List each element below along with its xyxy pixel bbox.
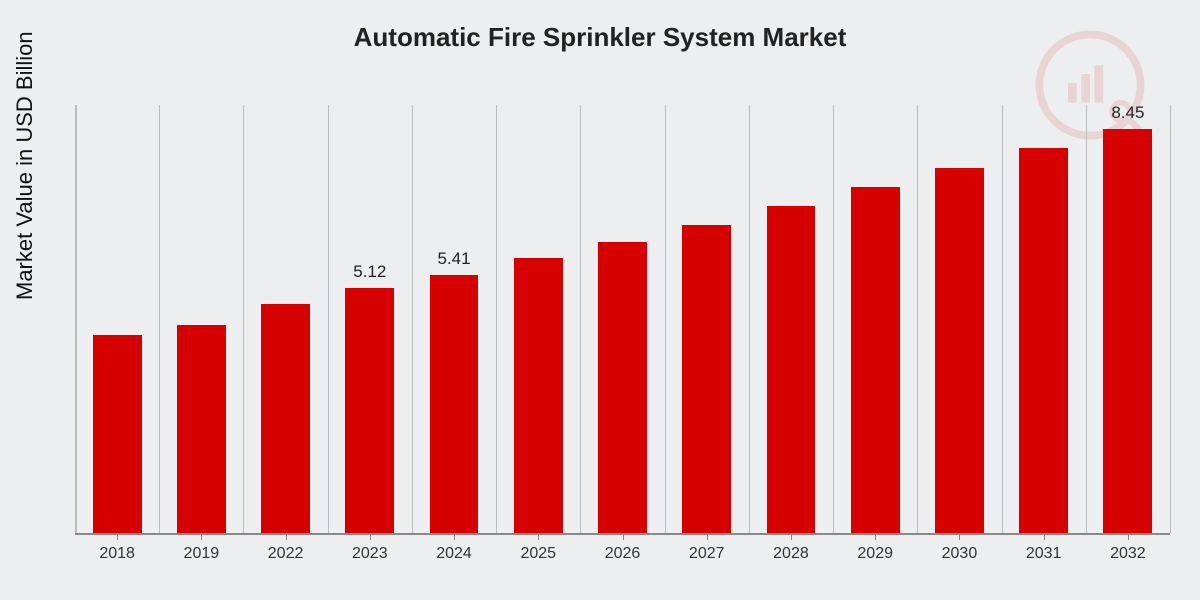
x-tick [1128, 533, 1129, 540]
bar [430, 275, 479, 533]
bar [682, 225, 731, 533]
x-tick [959, 533, 960, 540]
bar [767, 206, 816, 533]
bar [93, 335, 142, 533]
bar [261, 304, 310, 533]
grid-line [1086, 105, 1087, 533]
chart-title: Automatic Fire Sprinkler System Market [0, 22, 1200, 53]
bar [1103, 129, 1152, 533]
bar-value-label: 5.12 [353, 262, 386, 282]
bar [935, 168, 984, 534]
bar [345, 288, 394, 533]
x-tick [117, 533, 118, 540]
x-tick-label: 2022 [268, 545, 304, 563]
grid-line [917, 105, 918, 533]
x-tick-label: 2029 [857, 545, 893, 563]
x-tick [538, 533, 539, 540]
grid-line [412, 105, 413, 533]
x-tick-label: 2027 [689, 545, 725, 563]
x-tick-label: 2028 [773, 545, 809, 563]
grid-line [496, 105, 497, 533]
x-tick [791, 533, 792, 540]
plot-area: 2018201920225.1220235.412024202520262027… [75, 105, 1170, 535]
grid-line [1170, 105, 1171, 533]
x-tick-label: 2018 [99, 545, 135, 563]
bar [177, 325, 226, 533]
bar [1019, 148, 1068, 533]
bar [514, 258, 563, 533]
bar-value-label: 5.41 [437, 249, 470, 269]
x-tick [286, 533, 287, 540]
x-tick [875, 533, 876, 540]
x-tick [623, 533, 624, 540]
x-tick-label: 2023 [352, 545, 388, 563]
x-tick-label: 2026 [605, 545, 641, 563]
grid-line [243, 105, 244, 533]
bar-value-label: 8.45 [1111, 103, 1144, 123]
grid-line [159, 105, 160, 533]
grid-line [328, 105, 329, 533]
grid-line [1002, 105, 1003, 533]
x-tick-label: 2032 [1110, 545, 1146, 563]
y-axis-label: Market Value in USD Billion [12, 31, 38, 300]
grid-line [749, 105, 750, 533]
x-tick [707, 533, 708, 540]
bar [598, 242, 647, 533]
grid-line [665, 105, 666, 533]
x-tick-label: 2030 [942, 545, 978, 563]
x-tick-label: 2019 [184, 545, 220, 563]
grid-line [75, 105, 76, 533]
x-tick [1044, 533, 1045, 540]
grid-line [580, 105, 581, 533]
x-tick [454, 533, 455, 540]
x-tick [201, 533, 202, 540]
grid-line [833, 105, 834, 533]
x-tick [370, 533, 371, 540]
x-tick-label: 2024 [436, 545, 472, 563]
x-tick-label: 2025 [520, 545, 556, 563]
x-tick-label: 2031 [1026, 545, 1062, 563]
bar [851, 187, 900, 533]
